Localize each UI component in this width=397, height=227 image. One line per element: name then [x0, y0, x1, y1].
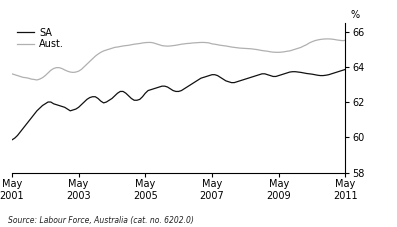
Text: %: %	[351, 10, 360, 20]
Text: Source: Labour Force, Australia (cat. no. 6202.0): Source: Labour Force, Australia (cat. no…	[8, 216, 194, 225]
Legend: SA, Aust.: SA, Aust.	[17, 27, 64, 49]
